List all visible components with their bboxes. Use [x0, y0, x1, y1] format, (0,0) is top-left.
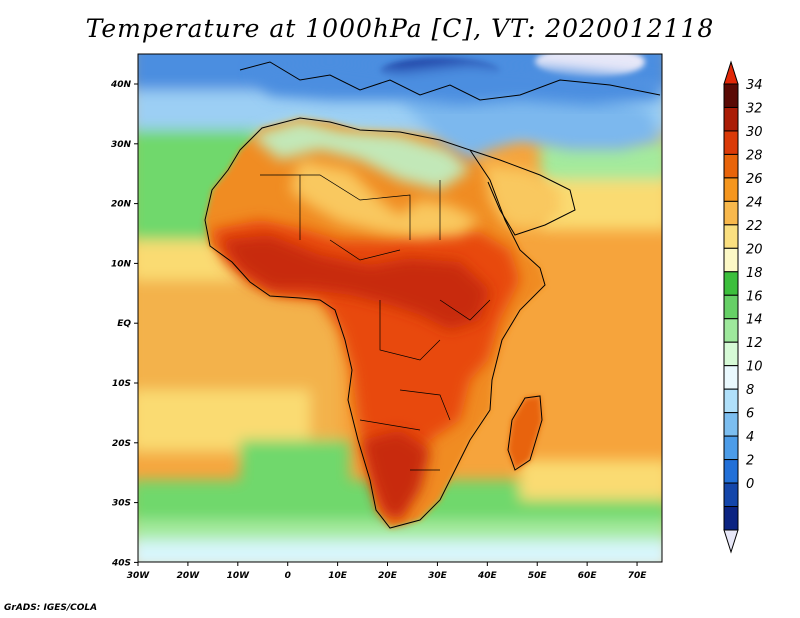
colorbar-label: 22 [746, 219, 763, 234]
colorbar-swatch [723, 482, 739, 508]
colorbar-label: 16 [746, 289, 763, 304]
north-africa-cool-region [250, 120, 470, 190]
colorbar-swatch [723, 294, 739, 320]
x-tick-label: 20W [177, 571, 201, 581]
very-hot-region [220, 235, 490, 330]
colorbar-swatch [723, 130, 739, 155]
grads-credit: GrADS: IGES/COLA [4, 603, 98, 613]
colorbar-swatch [723, 412, 739, 437]
colorbar-swatch [723, 106, 739, 132]
y-tick-label: 30N [111, 140, 132, 150]
colorbar-swatch [723, 83, 739, 108]
colorbar-swatch [723, 318, 739, 343]
africa-coastline [204, 117, 546, 529]
colorbar-swatch [723, 341, 739, 367]
map-title: Temperature at 1000hPa [C], VT: 20200121… [85, 14, 715, 43]
colorbar-label: 18 [746, 266, 763, 281]
y-tick-label: EQ [117, 319, 131, 329]
colorbar-label: 12 [746, 336, 763, 351]
x-tick-label: 60E [578, 571, 598, 581]
sahara-mild-region [290, 160, 480, 238]
x-tick-label: 10E [328, 571, 348, 581]
colorbar-label: 32 [746, 101, 763, 116]
colorbar-label: 8 [746, 383, 754, 398]
colorbar-label: 28 [746, 148, 763, 163]
madagascar [508, 396, 542, 470]
madagascar-coastline [507, 395, 543, 471]
internal-borders [260, 174, 491, 471]
x-tick-label: 10W [227, 571, 251, 581]
arabia-region [485, 165, 560, 230]
europe-coastline [239, 61, 661, 101]
colorbar-swatch [723, 200, 739, 226]
colorbar-swatch [723, 365, 739, 390]
plot-frame [137, 53, 663, 563]
y-tick-label: 40S [111, 558, 131, 568]
y-tick-label: 10N [111, 259, 132, 269]
colorbar-label: 30 [746, 125, 763, 140]
colorbar-swatch [723, 388, 739, 414]
y-tick-label: 40N [110, 80, 132, 90]
colorbar-swatch [723, 435, 739, 461]
y-tick-label: 30S [112, 499, 131, 509]
colorbar-label: 14 [746, 313, 763, 328]
x-tick-label: 70E [628, 571, 648, 581]
colorbar-swatch [723, 459, 739, 484]
y-tick-label: 10S [112, 379, 131, 389]
colorbar-swatch [723, 224, 739, 249]
colorbar-label: 10 [746, 360, 763, 375]
colorbar-label: 6 [746, 407, 754, 422]
x-tick-label: 20E [378, 571, 398, 581]
colorbar-swatch [723, 247, 739, 273]
x-tick-label: 30W [127, 571, 151, 581]
colorbar-label: 34 [746, 78, 763, 93]
y-axis: 40N 30N 20N 10N EQ 10S 20S 30S 40S [110, 80, 138, 568]
colorbar-label: 4 [746, 430, 754, 445]
colorbar-label: 24 [746, 195, 763, 210]
colorbar-label: 26 [746, 172, 763, 187]
x-tick-label: 30E [428, 571, 448, 581]
coastlines [204, 61, 661, 529]
colorbar-label: 2 [746, 454, 754, 469]
x-tick-label: 0 [285, 571, 291, 581]
x-tick-label: 50E [528, 571, 548, 581]
colorbar-swatch [723, 271, 739, 296]
colorbar-swatch [723, 177, 739, 202]
y-tick-label: 20S [112, 439, 131, 449]
colorbar-bottom-arrow [723, 529, 739, 554]
colorbar-label: 20 [746, 242, 763, 257]
x-tick-label: 40E [477, 571, 498, 581]
y-tick-label: 20N [111, 200, 132, 210]
arabia-coastline [469, 149, 576, 236]
colorbar-swatch [723, 506, 739, 531]
colorbar-label: 0 [746, 477, 754, 492]
temperature-field [138, 54, 662, 562]
colorbar-swatch [723, 153, 739, 179]
x-axis: 30W 20W 10W 0 10E 20E 30E 40E 50E 60E 70E [127, 562, 647, 581]
colorbar-top-arrow [723, 60, 739, 85]
